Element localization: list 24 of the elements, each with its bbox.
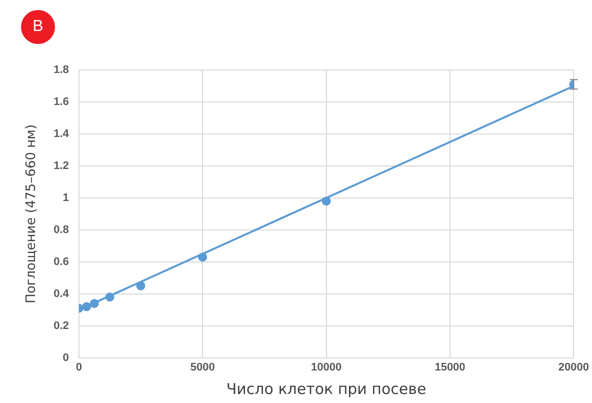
point: [90, 298, 99, 308]
y-tick-label: 1.6: [54, 96, 69, 108]
x-tick-label: 10000: [311, 361, 342, 374]
point: [136, 281, 146, 290]
y-tick-label: 1.2: [54, 160, 69, 172]
y-tick-label: 1.4: [54, 128, 70, 140]
y-tick-label: 0.2: [54, 320, 69, 332]
point: [198, 252, 208, 262]
x-axis-title: Число клеток при посеве: [226, 380, 426, 398]
x-tick-label: 5000: [190, 361, 215, 374]
y-tick-label: 0.6: [54, 256, 69, 268]
x-tick-label: 20000: [558, 361, 590, 374]
y-tick-label: 0.4: [54, 288, 70, 300]
text: В: [21, 10, 55, 44]
y-tick-label: 0.8: [54, 224, 69, 236]
point: [105, 292, 114, 302]
point: [322, 196, 331, 206]
x-tick-label: 0: [76, 361, 82, 374]
point: [82, 302, 92, 312]
x-tick-label: 15000: [434, 361, 466, 374]
y-tick-label: 1.8: [54, 64, 69, 76]
y-tick-label: 0: [62, 352, 69, 364]
y-axis-title: Поглощение (475–660 нм): [24, 124, 40, 304]
y-tick-label: 1: [62, 192, 69, 204]
